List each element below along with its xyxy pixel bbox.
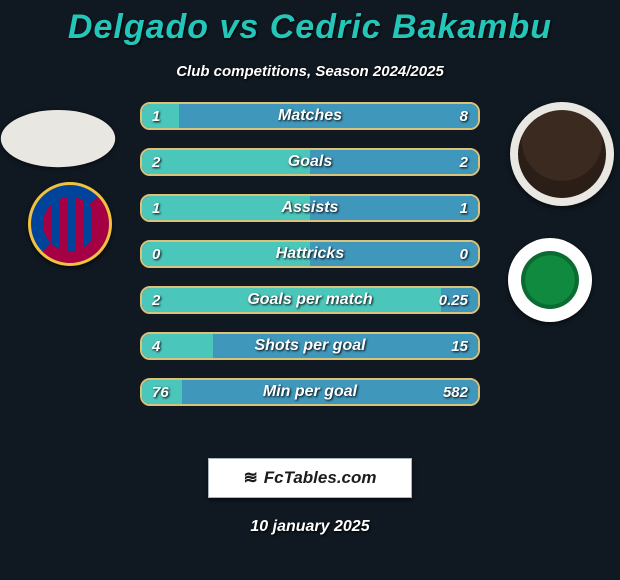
stat-right-value: 0.25	[441, 288, 478, 312]
stat-right-value: 1	[310, 196, 478, 220]
stat-left-value: 2	[142, 288, 441, 312]
stat-row: 00Hattricks	[140, 240, 480, 268]
stat-right-value: 582	[182, 380, 478, 404]
stat-right-value: 0	[310, 242, 478, 266]
player-left-portrait	[1, 110, 115, 167]
stat-row: 18Matches	[140, 102, 480, 130]
brand-badge[interactable]: ≋ FcTables.com	[208, 458, 412, 498]
stat-left-value: 0	[142, 242, 310, 266]
club-left-crest	[28, 182, 112, 266]
stat-row: 76582Min per goal	[140, 378, 480, 406]
page-title: Delgado vs Cedric Bakambu	[0, 0, 620, 47]
stat-right-value: 2	[310, 150, 478, 174]
player-right-portrait	[510, 102, 614, 206]
stat-left-value: 76	[142, 380, 182, 404]
stat-left-value: 4	[142, 334, 213, 358]
stat-left-value: 1	[142, 104, 179, 128]
stat-right-value: 15	[213, 334, 478, 358]
brand-icon: ≋	[244, 468, 258, 488]
stat-row: 11Assists	[140, 194, 480, 222]
stat-row: 415Shots per goal	[140, 332, 480, 360]
brand-label: FcTables.com	[264, 468, 377, 488]
footer-date: 10 january 2025	[0, 518, 620, 536]
stat-left-value: 1	[142, 196, 310, 220]
comparison-stage: 18Matches22Goals11Assists00Hattricks20.2…	[0, 102, 620, 432]
stat-row: 20.25Goals per match	[140, 286, 480, 314]
stat-left-value: 2	[142, 150, 310, 174]
stat-row: 22Goals	[140, 148, 480, 176]
stat-right-value: 8	[179, 104, 478, 128]
page-subtitle: Club competitions, Season 2024/2025	[0, 63, 620, 80]
club-right-crest	[508, 238, 592, 322]
stat-bars: 18Matches22Goals11Assists00Hattricks20.2…	[140, 102, 480, 406]
